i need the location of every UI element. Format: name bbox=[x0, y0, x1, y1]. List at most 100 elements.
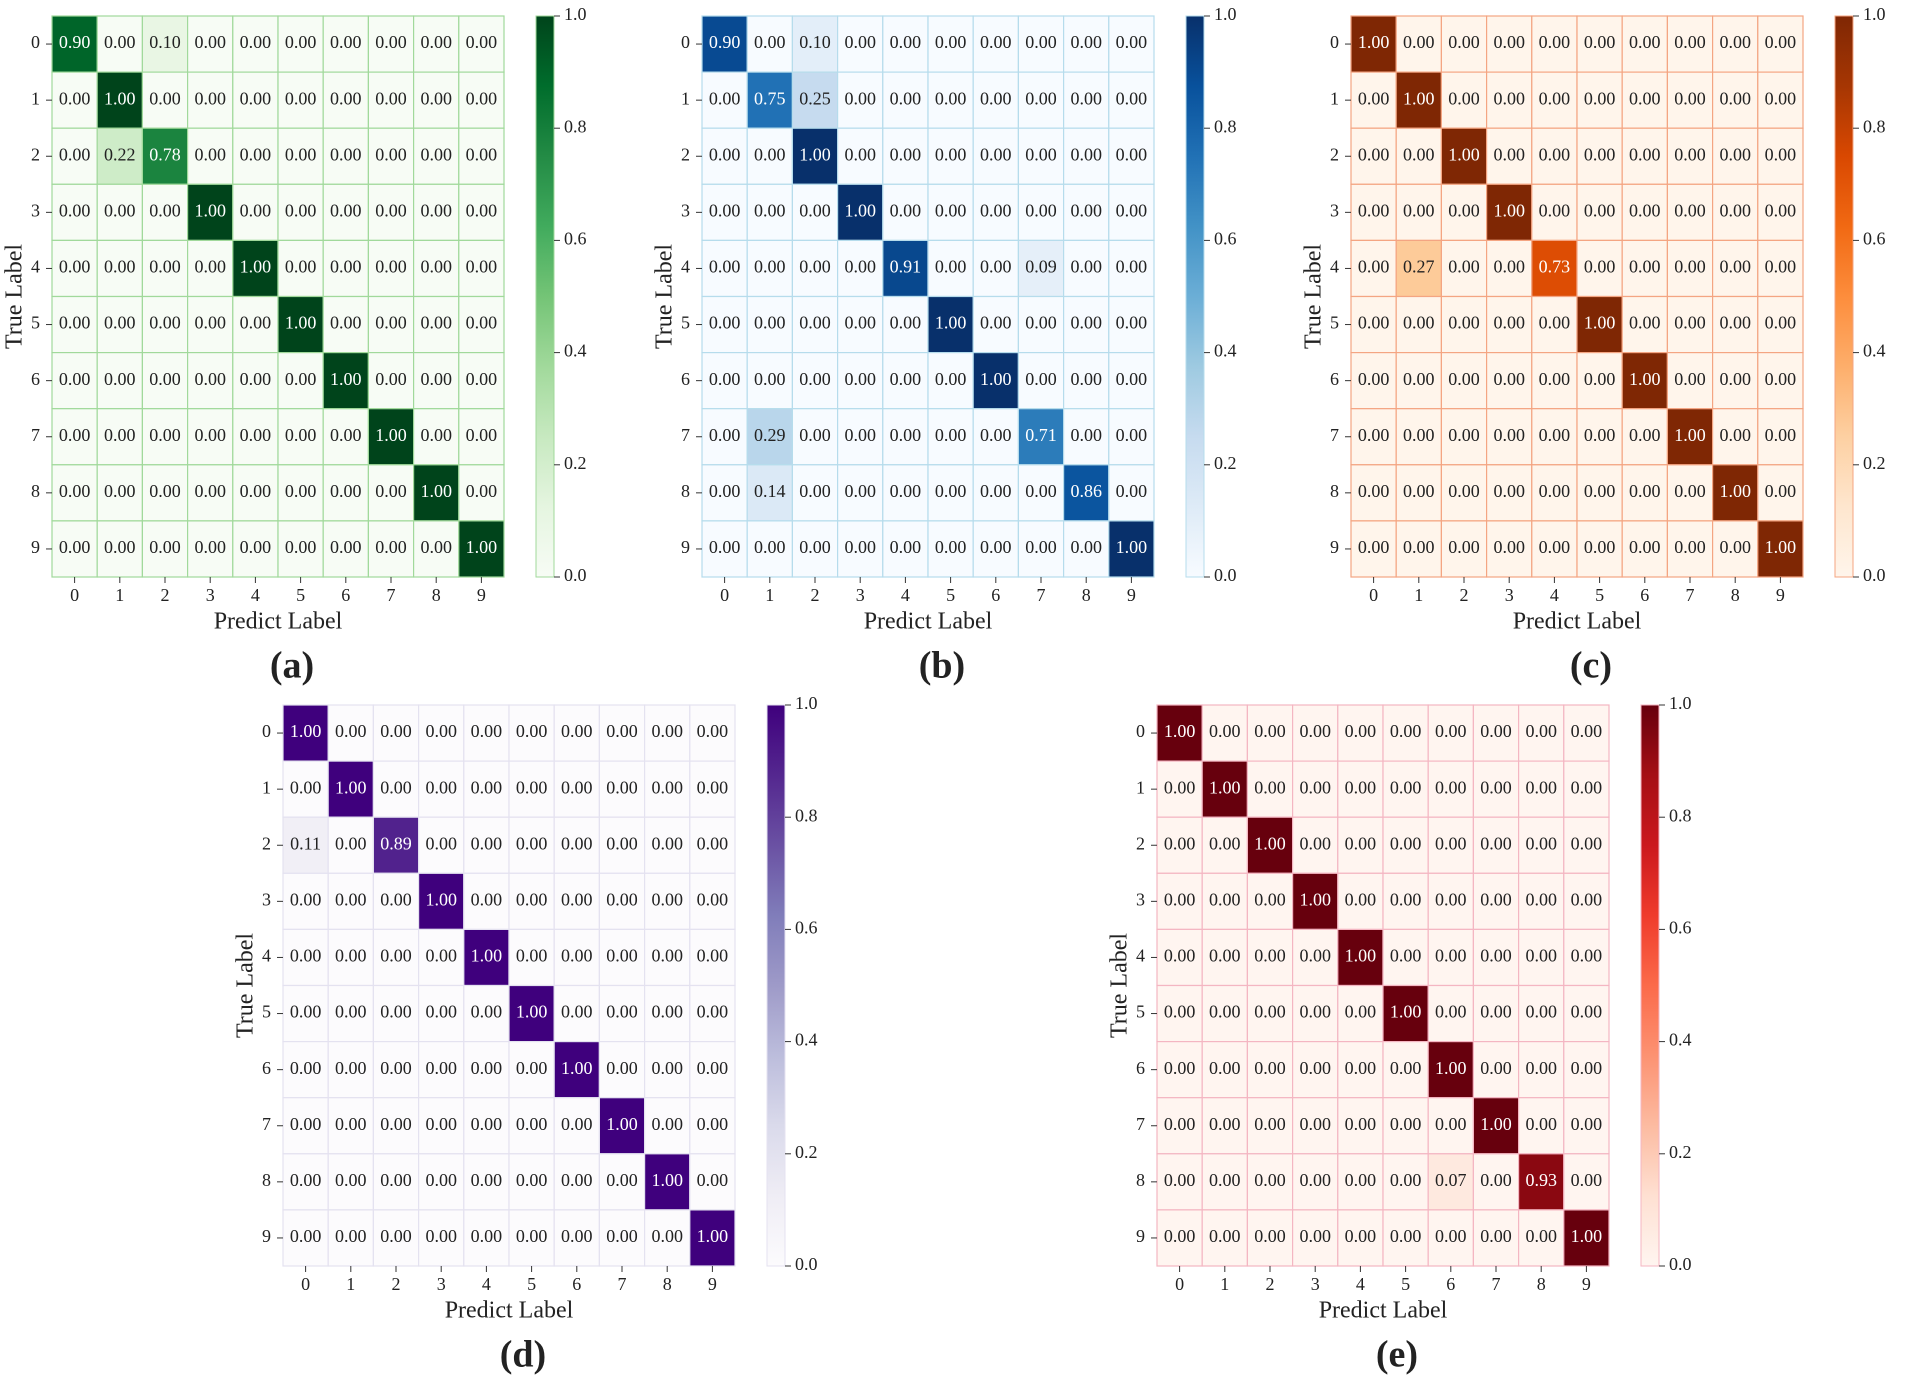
cell-label: 0.00 bbox=[1493, 369, 1525, 389]
heatmap-cell bbox=[508, 760, 555, 818]
cell-label: 0.00 bbox=[1358, 313, 1390, 333]
cell-label: 0.00 bbox=[1164, 833, 1196, 853]
cell-label: 0.00 bbox=[285, 144, 317, 164]
cell-label: 0.00 bbox=[561, 777, 593, 797]
cell-label: 0.00 bbox=[606, 721, 638, 741]
cell-label: 0.00 bbox=[935, 369, 967, 389]
cell-label: 0.00 bbox=[1539, 425, 1571, 445]
cell-label: 0.00 bbox=[516, 1170, 548, 1190]
heatmap-cell bbox=[322, 239, 370, 298]
heatmap-cell bbox=[372, 1153, 420, 1211]
cell-label: 0.14 bbox=[754, 481, 786, 501]
cell-label: 0.00 bbox=[1493, 313, 1525, 333]
cell-label: 0.00 bbox=[59, 313, 91, 333]
heatmap-cell bbox=[598, 760, 646, 818]
heatmap-cell bbox=[372, 816, 420, 874]
cell-label: 0.00 bbox=[754, 144, 786, 164]
cell-label: 0.00 bbox=[1765, 144, 1797, 164]
cell-label: 1.00 bbox=[1403, 88, 1435, 108]
cell-label: 0.00 bbox=[1070, 313, 1102, 333]
cell-label: 0.00 bbox=[709, 537, 741, 557]
cell-label: 0.00 bbox=[516, 1226, 548, 1246]
cell-label: 0.00 bbox=[285, 425, 317, 445]
cell-label: 1.00 bbox=[1116, 537, 1148, 557]
cell-label: 0.00 bbox=[466, 481, 498, 501]
heatmap-cell bbox=[1531, 127, 1578, 185]
cell-label: 0.00 bbox=[1539, 369, 1571, 389]
cell-label: 0.00 bbox=[1358, 88, 1390, 108]
y-tick-label: 6 bbox=[681, 369, 690, 389]
heatmap-cell bbox=[1108, 239, 1155, 298]
cell-label: 0.00 bbox=[466, 32, 498, 52]
cell-label: 0.00 bbox=[104, 537, 136, 557]
cell-label: 0.00 bbox=[1299, 946, 1331, 966]
heatmap-cell bbox=[1621, 295, 1668, 354]
cell-label: 0.00 bbox=[1480, 777, 1512, 797]
y-tick-label: 0 bbox=[681, 32, 690, 52]
cell-label: 0.00 bbox=[1345, 1002, 1377, 1022]
cell-label: 0.00 bbox=[1493, 257, 1525, 277]
heatmap-cell bbox=[1382, 984, 1429, 1043]
heatmap-cell bbox=[141, 464, 189, 522]
cell-label: 0.00 bbox=[1345, 889, 1377, 909]
cell-label: 0.00 bbox=[844, 369, 876, 389]
cell-label: 0.00 bbox=[335, 1058, 367, 1078]
cell-label: 0.00 bbox=[844, 313, 876, 333]
cell-label: 0.00 bbox=[59, 369, 91, 389]
cell-label: 0.00 bbox=[561, 946, 593, 966]
cell-label: 0.00 bbox=[1435, 1002, 1467, 1022]
x-tick-label: 3 bbox=[1311, 1274, 1320, 1294]
cell-label: 0.00 bbox=[1480, 889, 1512, 909]
heatmap-cell bbox=[553, 872, 601, 930]
cell-label: 0.00 bbox=[709, 144, 741, 164]
cell-label: 1.00 bbox=[420, 481, 452, 501]
cell-label: 0.00 bbox=[335, 721, 367, 741]
cell-label: 0.00 bbox=[1629, 257, 1661, 277]
heatmap-cell bbox=[1337, 704, 1384, 762]
cell-label: 0.00 bbox=[754, 32, 786, 52]
cell-label: 0.00 bbox=[1299, 721, 1331, 741]
cell-label: 0.00 bbox=[799, 537, 831, 557]
heatmap-cell bbox=[51, 183, 98, 242]
heatmap-cell bbox=[1517, 1209, 1565, 1267]
cell-label: 0.00 bbox=[240, 537, 272, 557]
x-tick-label: 4 bbox=[1356, 1274, 1365, 1294]
cell-label: 0.00 bbox=[194, 257, 226, 277]
cell-label: 1.00 bbox=[697, 1226, 729, 1246]
cell-label: 1.00 bbox=[285, 313, 317, 333]
heatmap-cell bbox=[791, 183, 839, 242]
heatmap-cell bbox=[1517, 1153, 1565, 1211]
heatmap-cell bbox=[1757, 464, 1804, 522]
y-tick-label: 0 bbox=[1330, 32, 1339, 52]
cell-label: 0.00 bbox=[516, 777, 548, 797]
heatmap-cell bbox=[1246, 984, 1294, 1043]
cell-label: 0.00 bbox=[471, 1170, 503, 1190]
cell-label: 0.00 bbox=[240, 369, 272, 389]
cell-label: 0.00 bbox=[240, 32, 272, 52]
cell-label: 0.00 bbox=[1390, 777, 1422, 797]
cell-label: 0.00 bbox=[466, 144, 498, 164]
cell-label: 0.00 bbox=[935, 88, 967, 108]
cell-label: 1.00 bbox=[471, 946, 503, 966]
cell-label: 0.00 bbox=[1403, 313, 1435, 333]
cell-label: 0.00 bbox=[844, 144, 876, 164]
x-tick-label: 9 bbox=[1776, 585, 1785, 605]
cell-label: 0.00 bbox=[799, 257, 831, 277]
x-axis-label: Predict Label bbox=[1513, 609, 1642, 635]
y-tick-label: 1 bbox=[1136, 777, 1145, 797]
cell-label: 0.00 bbox=[335, 1114, 367, 1134]
cell-label: 0.00 bbox=[1390, 946, 1422, 966]
cell-label: 0.00 bbox=[697, 833, 729, 853]
cell-label: 0.00 bbox=[1448, 200, 1480, 220]
x-tick-label: 8 bbox=[663, 1274, 672, 1294]
cell-label: 0.00 bbox=[290, 1226, 322, 1246]
heatmap-cell bbox=[1201, 1097, 1248, 1155]
heatmap-cell bbox=[327, 1040, 375, 1099]
cell-label: 0.00 bbox=[194, 425, 226, 445]
heatmap-cell bbox=[1291, 1040, 1339, 1099]
cell-label: 0.00 bbox=[149, 257, 181, 277]
cell-label: 0.00 bbox=[1070, 200, 1102, 220]
cell-label: 0.00 bbox=[1448, 425, 1480, 445]
heatmap-cell bbox=[1576, 520, 1623, 578]
cell-label: 0.00 bbox=[606, 1058, 638, 1078]
